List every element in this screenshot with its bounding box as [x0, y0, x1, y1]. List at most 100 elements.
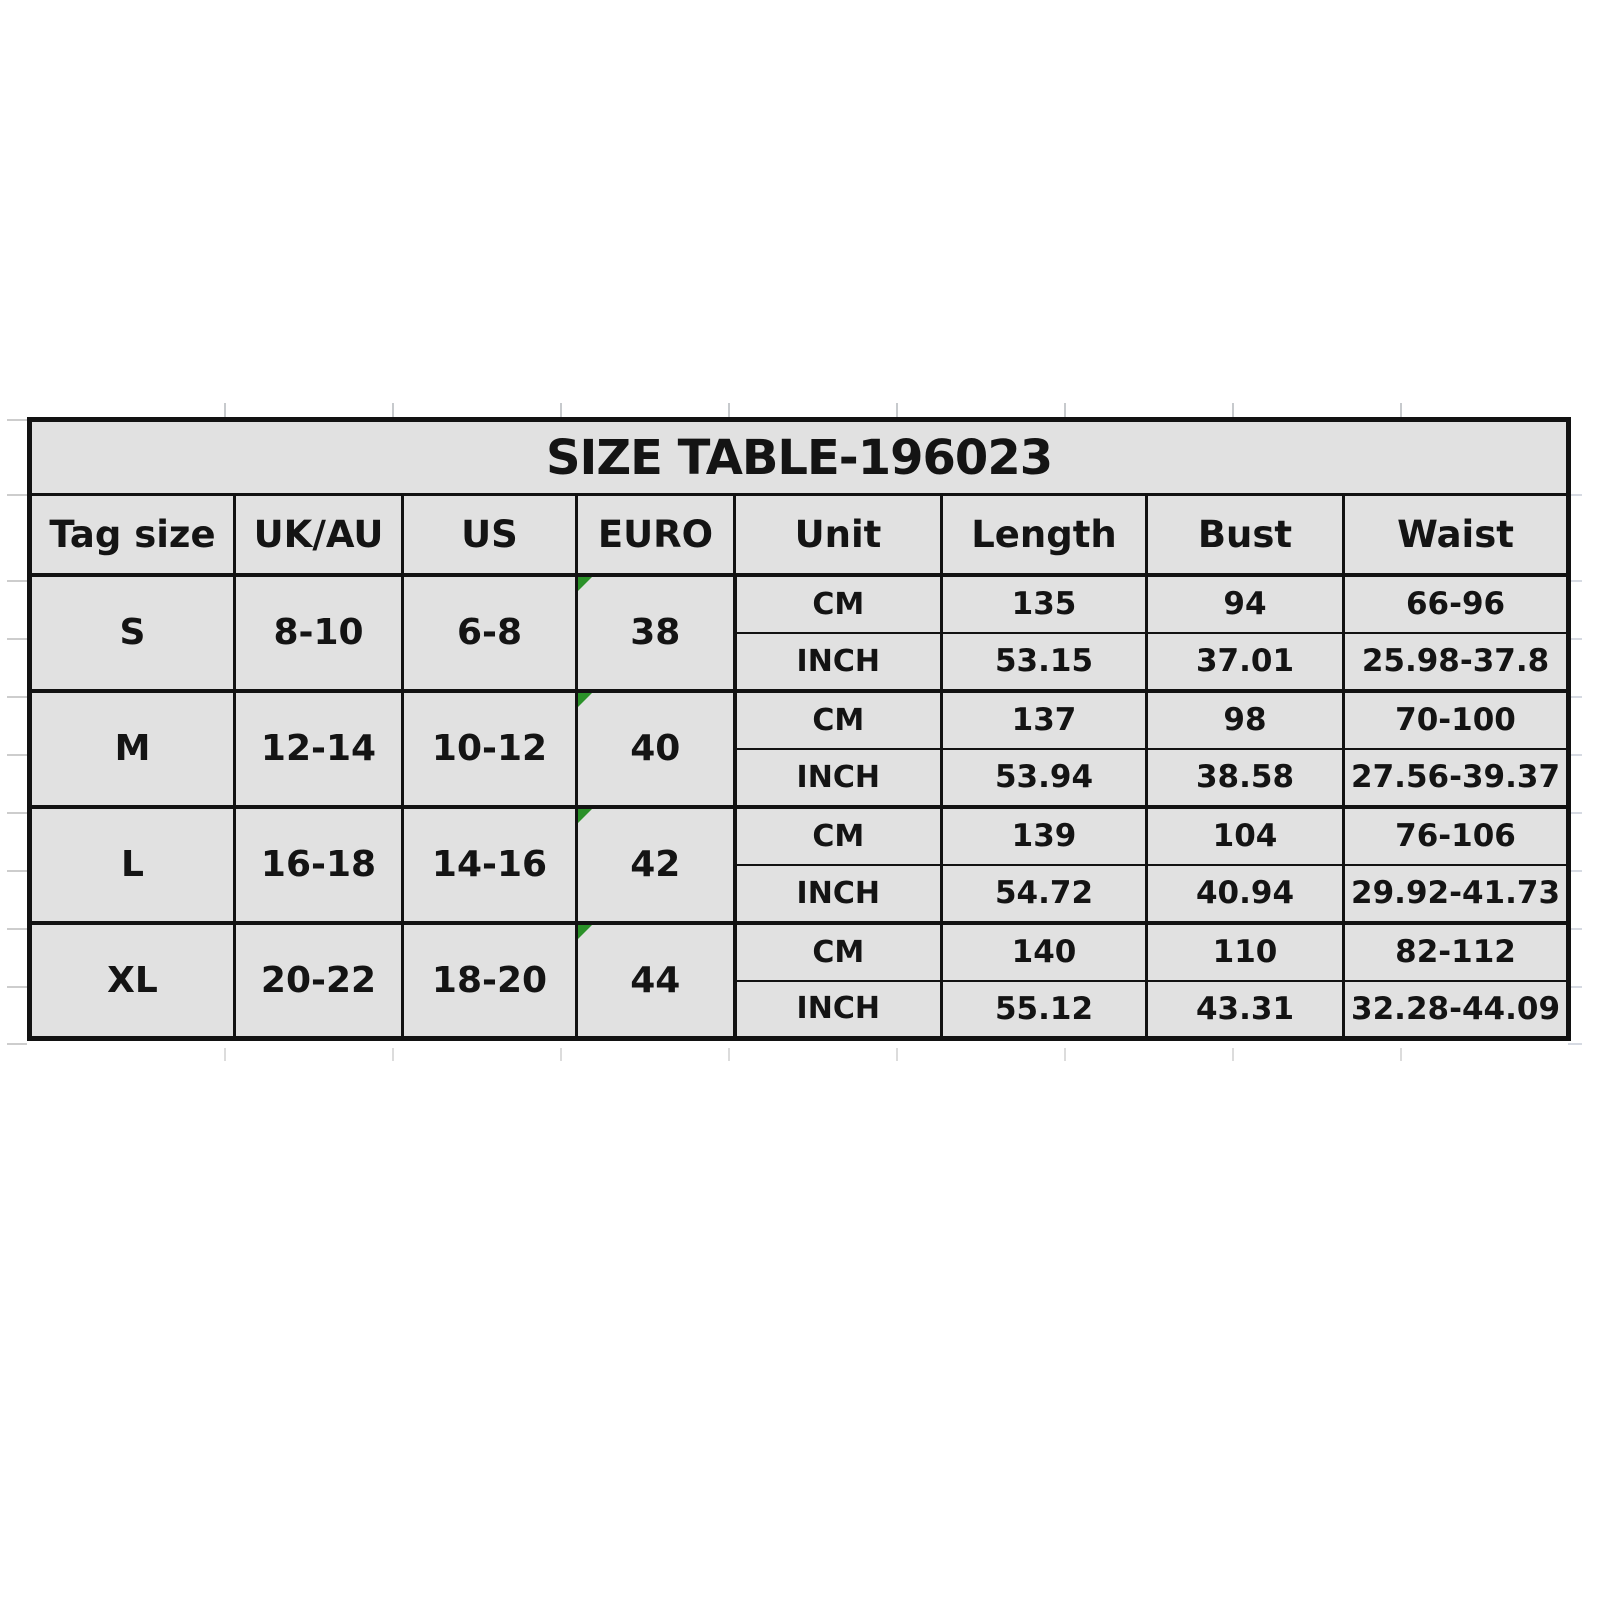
- excel-flag-triangle-icon: [578, 576, 592, 591]
- cell-length: 139: [940, 805, 1148, 866]
- cell-uk-au: 20-22: [233, 921, 404, 1041]
- title-row: SIZE TABLE-196023: [27, 418, 1571, 496]
- gridline-tick: [7, 494, 27, 496]
- cell-waist: 25.98-37.8: [1341, 631, 1571, 693]
- euro-value: 44: [630, 959, 681, 1001]
- gridline-tick: [7, 419, 27, 421]
- cell-length: 55.12: [940, 979, 1148, 1041]
- gridline-tick: [1568, 870, 1582, 872]
- excel-flag-triangle-icon: [578, 924, 592, 939]
- gridline-tick: [392, 403, 394, 417]
- cell-unit: CM: [732, 689, 943, 750]
- header-row: Tag size UK/AU US EURO Unit Length Bust …: [28, 493, 1571, 577]
- table-row: XL 20-22 18-20 44 CM 140 110 82-112: [28, 921, 1571, 1041]
- gridline-tick: [7, 638, 27, 640]
- cell-waist: 32.28-44.09: [1341, 979, 1571, 1041]
- cell-waist: 82-112: [1341, 921, 1571, 982]
- table-row: INCH 55.12 43.31 32.28-44.09: [30, 979, 1571, 1041]
- gridline-tick: [224, 1048, 226, 1061]
- gridline-tick: [1568, 580, 1582, 582]
- header-euro: EURO: [575, 493, 736, 577]
- cell-bust: 43.31: [1145, 979, 1345, 1041]
- gridline-tick: [7, 928, 27, 930]
- cell-tag-size: M: [28, 689, 236, 809]
- header-uk-au: UK/AU: [233, 493, 404, 577]
- gridline-tick: [1568, 494, 1582, 496]
- cell-length: 53.94: [940, 747, 1148, 809]
- cell-euro: 42: [575, 805, 737, 925]
- gridline-tick: [1568, 928, 1582, 930]
- excel-flag-triangle-icon: [578, 808, 592, 823]
- gridline-tick: [896, 1048, 898, 1061]
- table-title: SIZE TABLE-196023: [27, 418, 1571, 496]
- table-row: L 16-18 14-16 42 CM 139 104 76-106: [28, 805, 1571, 925]
- cell-unit: INCH: [732, 631, 943, 693]
- cell-euro: 38: [575, 573, 737, 693]
- cell-length: 137: [940, 689, 1148, 750]
- cell-length: 140: [940, 921, 1148, 982]
- header-us: US: [401, 493, 578, 577]
- gridline-tick: [1568, 986, 1582, 988]
- cell-unit: INCH: [732, 863, 943, 925]
- header-unit: Unit: [733, 493, 943, 577]
- excel-flag-triangle-icon: [578, 692, 592, 707]
- euro-value: 42: [630, 844, 681, 885]
- size-table: SIZE TABLE-196023 Tag size UK/AU US EURO…: [27, 417, 1572, 1041]
- header-waist: Waist: [1341, 493, 1571, 577]
- gridline-tick: [1400, 1048, 1402, 1061]
- header-tag-size: Tag size: [28, 493, 236, 577]
- gridline-tick: [7, 812, 27, 814]
- cell-unit: CM: [732, 573, 943, 634]
- cell-us: 18-20: [401, 921, 578, 1041]
- cell-euro: 44: [575, 921, 737, 1041]
- cell-euro: 40: [575, 689, 737, 809]
- table-row: INCH 53.94 38.58 27.56-39.37: [30, 747, 1571, 809]
- cell-waist: 66-96: [1341, 573, 1571, 634]
- gridline-tick: [1568, 754, 1582, 756]
- gridline-tick: [1568, 638, 1582, 640]
- cell-bust: 94: [1145, 573, 1345, 634]
- cell-bust: 40.94: [1145, 863, 1345, 925]
- gridline-tick: [7, 696, 27, 698]
- gridline-tick: [728, 403, 730, 417]
- table-row: INCH 53.15 37.01 25.98-37.8: [30, 631, 1571, 693]
- cell-us: 14-16: [401, 805, 578, 925]
- gridline-tick: [1232, 1048, 1234, 1061]
- gridline-tick: [560, 1048, 562, 1061]
- cell-length: 135: [940, 573, 1148, 634]
- gridline-tick: [560, 403, 562, 417]
- gridline-tick: [1064, 403, 1066, 417]
- gridline-tick: [1232, 403, 1234, 417]
- table-row: M 12-14 10-12 40 CM 137 98 70-100: [28, 689, 1571, 809]
- gridline-tick: [7, 1043, 27, 1045]
- gridline-tick: [728, 1048, 730, 1061]
- gridline-tick: [1568, 1043, 1582, 1045]
- gridline-tick: [1400, 403, 1402, 417]
- table-row: INCH 54.72 40.94 29.92-41.73: [30, 863, 1571, 925]
- cell-waist: 29.92-41.73: [1341, 863, 1571, 925]
- header-length: Length: [940, 493, 1148, 577]
- gridline-tick: [224, 403, 226, 417]
- gridline-tick: [1568, 812, 1582, 814]
- gridline-tick: [896, 403, 898, 417]
- cell-bust: 38.58: [1145, 747, 1345, 809]
- cell-unit: CM: [732, 805, 943, 866]
- gridline-tick: [7, 870, 27, 872]
- cell-bust: 37.01: [1145, 631, 1345, 693]
- header-bust: Bust: [1145, 493, 1345, 577]
- cell-tag-size: S: [28, 573, 236, 693]
- cell-bust: 98: [1145, 689, 1345, 750]
- cell-tag-size: XL: [28, 921, 236, 1041]
- gridline-tick: [7, 580, 27, 582]
- euro-value: 38: [630, 612, 681, 653]
- cell-length: 53.15: [940, 631, 1148, 693]
- gridline-tick: [7, 754, 27, 756]
- cell-waist: 70-100: [1341, 689, 1571, 750]
- cell-us: 6-8: [401, 573, 578, 693]
- cell-uk-au: 8-10: [233, 573, 404, 693]
- cell-uk-au: 16-18: [233, 805, 404, 925]
- cell-waist: 76-106: [1341, 805, 1571, 866]
- gridline-tick: [1568, 696, 1582, 698]
- cell-unit: INCH: [732, 979, 943, 1041]
